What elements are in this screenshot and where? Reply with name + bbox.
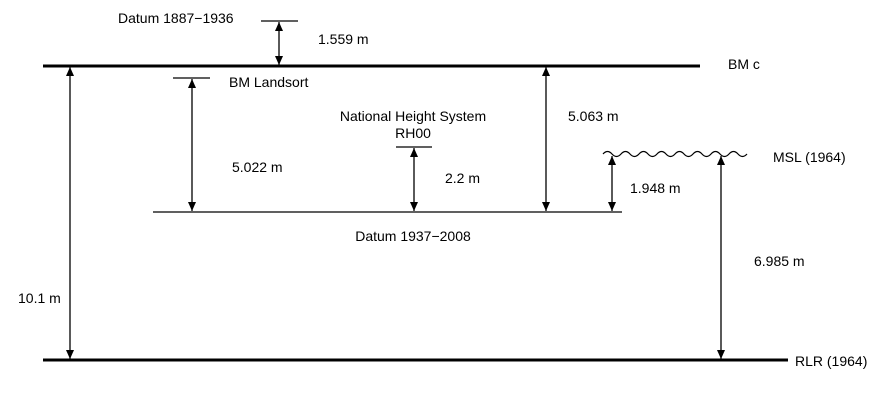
offset-total-label: 10.1 m	[18, 290, 61, 306]
offset-landsort-label: 5.022 m	[232, 159, 283, 175]
msl-wave-line	[602, 150, 748, 158]
nhs-title-line1: National Height System	[340, 108, 486, 124]
bm-c-label: BM c	[728, 56, 760, 72]
datum-1937-2008-label: Datum 1937−2008	[355, 228, 471, 244]
offset-1887-label: 1.559 m	[318, 31, 369, 47]
datum-1887-1936-label: Datum 1887−1936	[118, 10, 234, 26]
offset-bmc-label: 5.063 m	[568, 108, 619, 124]
bm-landsort-label: BM Landsort	[229, 74, 308, 90]
msl-1964-label: MSL (1964)	[773, 149, 846, 165]
offset-msl-label: 1.948 m	[630, 180, 681, 196]
nhs-title-line2: RH00	[395, 125, 431, 141]
offset-rh00-label: 2.2 m	[445, 170, 480, 186]
rlr-1964-label: RLR (1964)	[795, 353, 867, 369]
offset-msl-rlr-label: 6.985 m	[754, 253, 805, 269]
